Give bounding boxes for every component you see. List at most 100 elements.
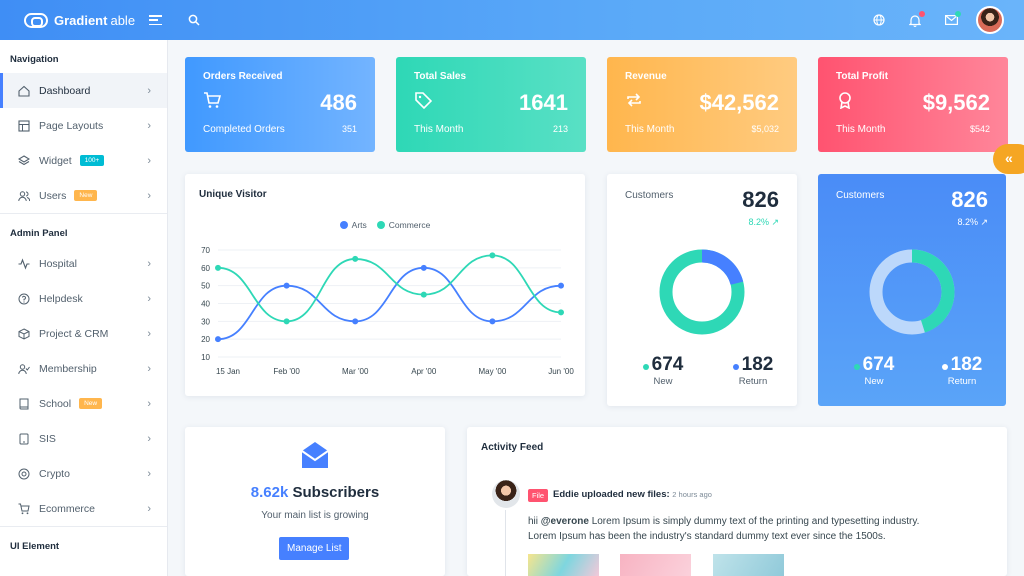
stat-title: Total Sales [414,71,467,82]
users-icon [18,190,30,202]
data-point-commerce[interactable] [489,252,496,259]
subscriber-text: Your main list is growing [261,510,369,521]
data-point-arts[interactable] [352,318,359,325]
feed-avatar[interactable] [492,480,520,508]
data-point-arts[interactable] [420,264,427,271]
chevron-right-icon: › [147,432,151,445]
data-point-commerce[interactable] [215,264,221,271]
sidebar-item-label: Dashboard [39,84,91,97]
data-point-arts[interactable] [558,282,564,289]
sidebar-admin-list: Hospital › Helpdesk › Project & CRM › Membersh… [0,246,167,526]
box-icon [18,327,30,340]
stat-sub-value: 351 [341,124,357,134]
card-title: Unique Visitor [199,189,267,200]
customizer-toggle-button[interactable]: « [993,144,1024,174]
tablet-icon [18,433,30,445]
data-point-commerce[interactable] [420,291,427,298]
sidebar-item-label: Membership [39,362,97,375]
stat-value: 486 [320,90,357,115]
sidebar-item-project-crm[interactable]: Project & CRM › [0,316,167,351]
feed-text: hii @everone Lorem Ipsum is simply dummy… [528,516,920,542]
globe-icon[interactable] [864,10,894,30]
stat-card-revenue: Revenue $42,562 This Month $5,032 [607,57,797,152]
sidebar-item-label: Hospital [39,257,77,270]
sidebar-item-page-layouts[interactable]: Page Layouts › [0,108,167,143]
mail-icon[interactable] [936,10,966,30]
notification-dot [919,11,925,17]
stat-title: Orders Received [203,71,283,82]
sidebar-item-helpdesk[interactable]: Helpdesk › [0,281,167,316]
data-point-commerce[interactable] [283,318,290,325]
sidebar-item-label: Widget [39,154,72,167]
return-stat: 182 Return [932,354,992,387]
y-tick-label: 30 [201,317,210,326]
chevron-right-icon: › [147,257,151,270]
feed-image-thumbnail[interactable] [528,554,599,576]
stat-card-total-sales: Total Sales 1641 This Month 213 [396,57,586,152]
stat-title: Revenue [625,71,667,82]
file-tag: File [528,489,549,502]
data-point-commerce[interactable] [352,255,359,262]
chevron-right-icon: › [147,119,151,132]
message-dot [955,11,961,17]
activity-feed-card: Activity Feed File Eddie uploaded new fi… [467,427,1007,576]
sidebar-badge: New [74,190,98,201]
legend-arts[interactable]: Arts [339,220,367,230]
sidebar-item-label: Ecommerce [39,502,96,515]
bell-icon[interactable] [900,10,930,30]
sidebar-item-ecommerce[interactable]: Ecommerce › [0,491,167,526]
feed-image-thumbnail[interactable] [620,554,691,576]
y-tick-label: 20 [201,335,210,344]
x-tick-label: 15 Jan [216,367,240,376]
award-icon [839,92,851,109]
new-stat: 674 New [633,354,693,387]
y-tick-label: 60 [201,264,210,273]
help-icon [18,293,30,305]
stat-sub-label: Completed Orders [203,124,285,135]
user-avatar[interactable] [976,6,1004,34]
search-icon[interactable] [188,14,200,26]
series-line-commerce [217,254,562,323]
data-point-arts[interactable] [489,318,496,325]
stat-card-total-profit: Total Profit $9,562 This Month $542 [818,57,1008,152]
stat-sub-value: $5,032 [751,124,779,134]
menu-icon[interactable] [149,15,163,25]
donut-new-segment[interactable] [659,249,745,335]
sidebar-item-crypto[interactable]: Crypto › [0,456,167,491]
logo-mark-icon [24,12,48,28]
stat-sub-value: 213 [552,124,568,134]
y-tick-label: 70 [201,246,210,255]
user-check-icon [18,363,30,375]
sidebar-item-hospital[interactable]: Hospital › [0,246,167,281]
stat-value: 1641 [519,90,568,115]
customers-value: 826 [742,187,779,212]
brand-suffix: able [110,12,136,28]
repeat-icon [627,93,641,107]
sidebar-item-dashboard[interactable]: Dashboard › [0,73,167,108]
crypto-icon [18,468,30,480]
chevron-right-icon: › [147,327,151,340]
sidebar-item-membership[interactable]: Membership › [0,351,167,386]
feed-heading: Eddie uploaded new files: 2 hours ago [553,489,712,500]
customers-value: 826 [951,187,988,212]
sidebar-item-sis[interactable]: SIS › [0,421,167,456]
sidebar-item-users[interactable]: Users New › [0,178,167,213]
sidebar-item-school[interactable]: School New › [0,386,167,421]
chart-legend: Arts Commerce [185,220,585,230]
sidebar-section-ui: UI Element [0,526,167,559]
customers-title: Customers [836,190,885,201]
donut-new-segment[interactable] [869,249,955,335]
feed-image-thumbnail[interactable] [713,554,784,576]
brand-logo[interactable]: Gradient able [24,12,136,28]
sidebar-item-widget[interactable]: Widget 100+ › [0,143,167,178]
chevron-right-icon: › [147,154,151,167]
data-point-commerce[interactable] [558,309,564,316]
legend-commerce[interactable]: Commerce [376,220,430,230]
x-tick-label: Apr '00 [411,367,437,376]
subscriber-count: 8.62k Subscribers [250,484,380,501]
book-icon [18,398,30,410]
data-point-arts[interactable] [215,336,221,343]
manage-list-button[interactable]: Manage List [279,537,350,560]
data-point-arts[interactable] [283,282,290,289]
chevron-right-icon: › [147,397,151,410]
